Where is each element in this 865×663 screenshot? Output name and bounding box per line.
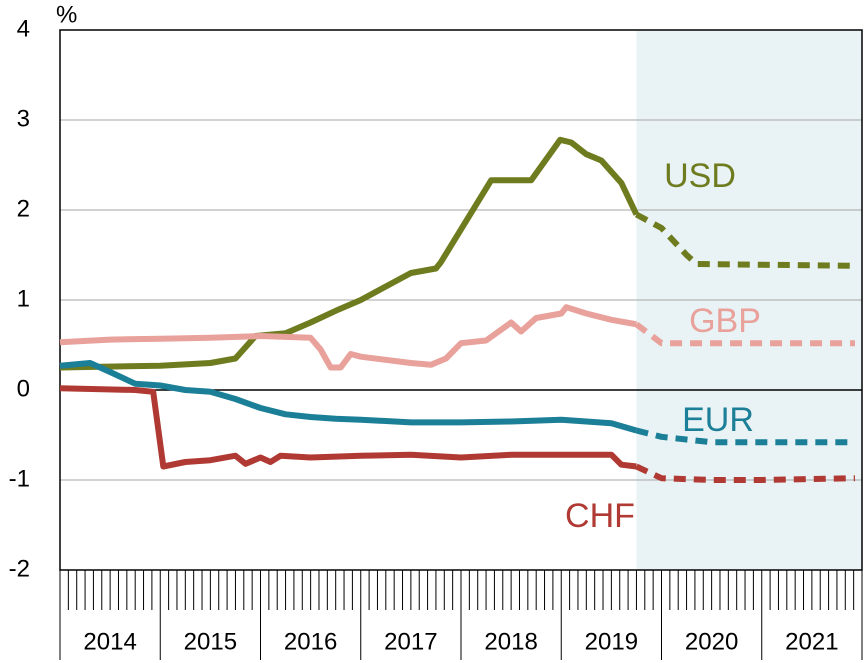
series-line bbox=[59, 136, 640, 371]
series-label: USD bbox=[664, 157, 736, 195]
y-tick-label: 3 bbox=[17, 105, 30, 132]
x-tick-label: 2021 bbox=[785, 628, 838, 655]
forecast-line bbox=[634, 321, 855, 347]
plot-frame bbox=[59, 29, 863, 571]
y-tick-label: 2 bbox=[17, 195, 30, 222]
forecast-line bbox=[635, 427, 855, 446]
y-tick-label: -2 bbox=[9, 555, 30, 582]
x-tick-label: 2016 bbox=[284, 628, 337, 655]
y-axis-label: % bbox=[56, 1, 77, 28]
x-tick-label: 2019 bbox=[585, 628, 638, 655]
y-tick-label: 0 bbox=[17, 375, 30, 402]
series-label: GBP bbox=[689, 302, 761, 340]
x-tick-label: 2018 bbox=[484, 628, 537, 655]
series-label: EUR bbox=[682, 401, 754, 439]
y-tick-label: 4 bbox=[17, 15, 30, 42]
series-line bbox=[59, 304, 637, 371]
forecast-line bbox=[634, 211, 856, 269]
series-line bbox=[59, 385, 637, 470]
y-tick-label: -1 bbox=[9, 465, 30, 492]
x-tick-label: 2015 bbox=[184, 628, 237, 655]
x-tick-label: 2020 bbox=[685, 628, 738, 655]
x-tick-label: 2014 bbox=[83, 628, 136, 655]
series-label: CHF bbox=[565, 497, 635, 535]
x-tick-label: 2017 bbox=[384, 628, 437, 655]
y-tick-label: 1 bbox=[17, 285, 30, 312]
series-line bbox=[59, 360, 638, 434]
